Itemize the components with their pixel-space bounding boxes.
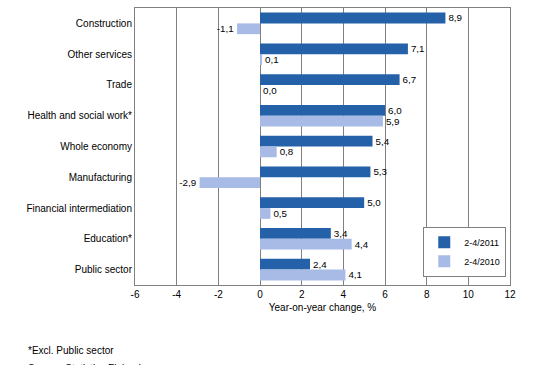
svg-text:-2,9: -2,9	[179, 177, 196, 188]
svg-text:5,9: 5,9	[386, 116, 400, 127]
svg-text:-1,1: -1,1	[217, 23, 234, 34]
svg-text:4,4: 4,4	[355, 239, 369, 250]
svg-text:5,4: 5,4	[376, 136, 390, 147]
svg-text:7,1: 7,1	[411, 43, 425, 54]
svg-text:2-4/2010: 2-4/2010	[464, 257, 500, 267]
svg-text:0,0: 0,0	[263, 85, 277, 96]
svg-text:-4: -4	[172, 289, 181, 300]
svg-text:2-4/2011: 2-4/2011	[464, 238, 499, 248]
svg-text:0,1: 0,1	[265, 54, 279, 65]
svg-text:Source: Statistics Finland: Source: Statistics Finland	[28, 363, 141, 365]
svg-text:2: 2	[299, 289, 305, 300]
svg-text:Year-on-year change, %: Year-on-year change, %	[269, 302, 377, 313]
svg-text:5,3: 5,3	[373, 166, 387, 177]
svg-text:Health and social work*: Health and social work*	[28, 110, 133, 121]
svg-text:10: 10	[463, 289, 475, 300]
svg-text:4,1: 4,1	[348, 269, 362, 280]
svg-text:Financial intermediation: Financial intermediation	[26, 203, 132, 214]
svg-text:5,0: 5,0	[367, 197, 381, 208]
svg-text:Construction: Construction	[76, 18, 132, 29]
svg-text:2,4: 2,4	[313, 259, 327, 270]
svg-text:Trade: Trade	[106, 79, 132, 90]
svg-text:Other services: Other services	[68, 49, 132, 60]
svg-text:4: 4	[341, 289, 347, 300]
svg-text:6,0: 6,0	[388, 105, 402, 116]
svg-text:8,9: 8,9	[448, 12, 462, 23]
svg-text:3,4: 3,4	[334, 228, 348, 239]
svg-text:Manufacturing: Manufacturing	[69, 172, 132, 183]
svg-text:-2: -2	[214, 289, 223, 300]
svg-text:Education*: Education*	[84, 233, 132, 244]
svg-text:6: 6	[382, 289, 388, 300]
svg-text:Public sector: Public sector	[75, 264, 133, 275]
svg-text:6,7: 6,7	[403, 74, 417, 85]
svg-text:8: 8	[424, 289, 430, 300]
svg-text:-6: -6	[131, 289, 140, 300]
svg-text:0,5: 0,5	[273, 208, 287, 219]
svg-text:12: 12	[504, 289, 516, 300]
svg-text:*Excl. Public sector: *Excl. Public sector	[28, 345, 114, 356]
svg-text:Whole economy: Whole economy	[60, 141, 132, 152]
svg-text:0: 0	[257, 289, 263, 300]
svg-text:0,8: 0,8	[280, 146, 294, 157]
